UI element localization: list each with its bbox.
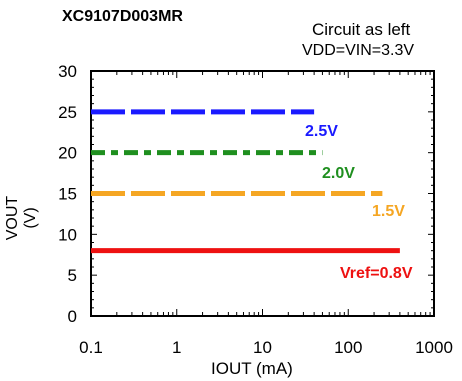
- y-tick-label: 25: [58, 103, 77, 122]
- y-tick-label: 5: [68, 266, 77, 285]
- x-tick-label: 1: [172, 338, 181, 357]
- chart-title: XC9107D003MR: [62, 8, 183, 25]
- condition-circuit: Circuit as left: [312, 20, 411, 39]
- series-label: 1.5V: [372, 203, 405, 220]
- series-label: 2.5V: [305, 123, 338, 140]
- y-tick-label: 0: [68, 307, 77, 326]
- series-label: Vref=0.8V: [340, 265, 413, 282]
- x-tick-label: 100: [334, 338, 362, 357]
- y-tick-label: 30: [58, 62, 77, 81]
- x-tick-label: 10: [253, 338, 272, 357]
- x-tick-label: 0.1: [79, 338, 103, 357]
- y-tick-label: 15: [58, 185, 77, 204]
- y-axis-label: VOUT (V): [4, 195, 39, 241]
- x-tick-label: 1000: [415, 338, 453, 357]
- series-label: 2.0V: [322, 165, 355, 182]
- y-tick-label: 20: [58, 144, 77, 163]
- x-axis-label: IOUT (mA): [211, 359, 293, 378]
- y-tick-label: 10: [58, 225, 77, 244]
- condition-supply: VDD=VIN=3.3V: [302, 42, 415, 59]
